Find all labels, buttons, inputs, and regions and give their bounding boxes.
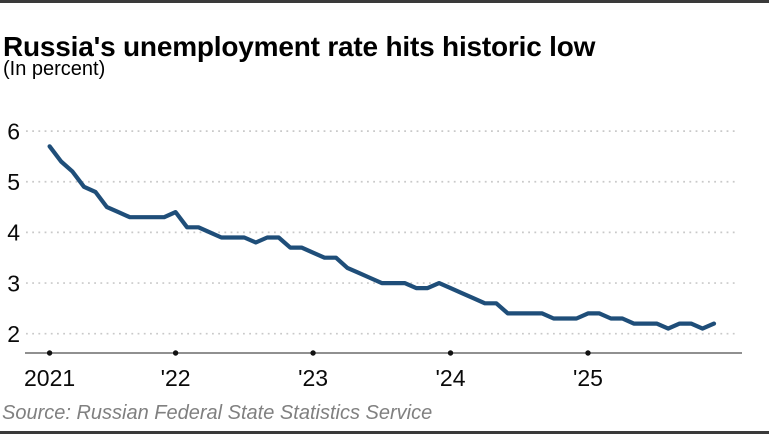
y-axis-label: 6 <box>7 118 20 144</box>
x-axis-label: '22 <box>161 365 191 391</box>
x-axis-tick-dot <box>585 350 591 356</box>
x-axis-tick-dot <box>310 350 316 356</box>
unemployment-rate-line <box>47 144 717 331</box>
top-border-bar <box>0 0 769 3</box>
x-axis-label: '23 <box>298 365 328 391</box>
x-axis-label: 2021 <box>24 365 75 391</box>
x-axis-label: '24 <box>436 365 466 391</box>
x-axis-tick-dot <box>447 350 454 356</box>
source-credit: Source: Russian Federal State Statistics… <box>2 402 433 424</box>
y-axis-label: 2 <box>7 321 20 347</box>
chart-subtitle: (In percent) <box>3 58 106 80</box>
chart-title: Russia's unemployment rate hits historic… <box>3 30 596 62</box>
y-axis-label: 5 <box>7 169 20 195</box>
y-axis-label: 4 <box>7 220 20 246</box>
x-axis-tick-dot <box>172 350 179 356</box>
x-axis-label: '25 <box>573 365 603 391</box>
x-axis-tick-dot <box>46 350 53 356</box>
bottom-border-bar <box>0 431 769 434</box>
y-axis-label: 3 <box>7 270 20 296</box>
